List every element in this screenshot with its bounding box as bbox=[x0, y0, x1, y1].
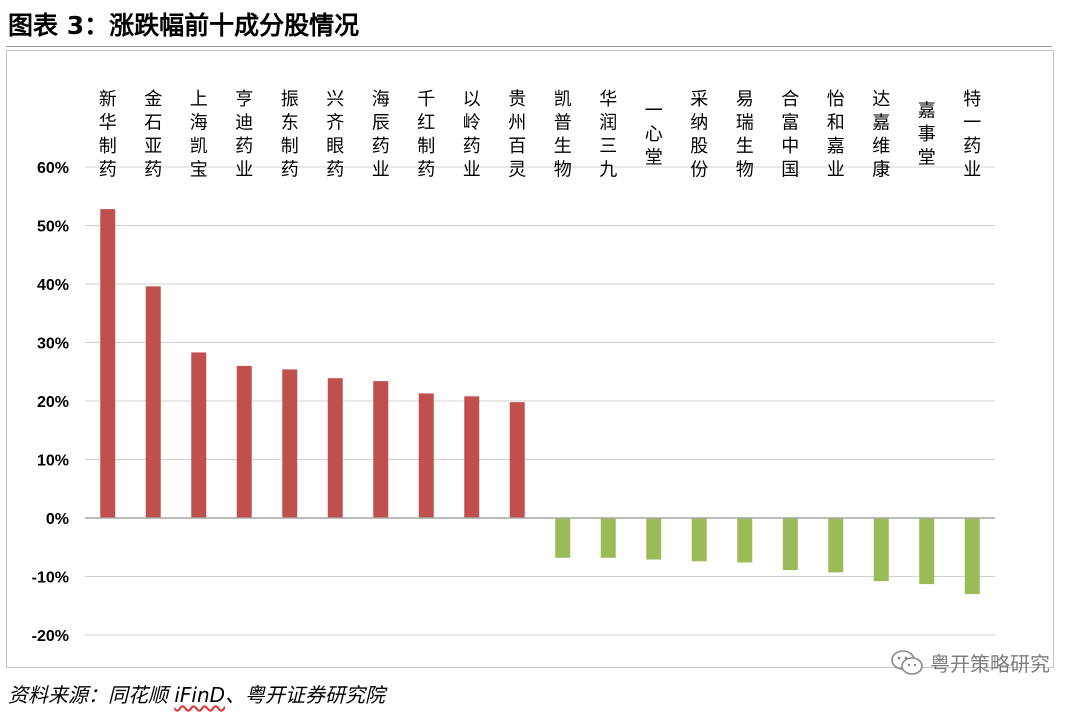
y-tick-label: -10% bbox=[32, 570, 69, 587]
bar bbox=[418, 393, 434, 518]
category-label: 金石亚药 bbox=[144, 89, 162, 181]
y-tick-label: 0% bbox=[46, 511, 69, 528]
category-label: 采纳股份 bbox=[690, 89, 708, 181]
y-tick-label: 40% bbox=[37, 277, 69, 294]
category-label: 易瑞生物 bbox=[736, 89, 754, 181]
bar bbox=[464, 396, 480, 518]
category-label: 嘉事堂 bbox=[918, 101, 936, 169]
bar bbox=[100, 209, 116, 518]
category-label: 亨迪药业 bbox=[235, 89, 253, 181]
y-tick-label: 50% bbox=[37, 219, 69, 236]
category-label: 上海凯宝 bbox=[190, 89, 208, 181]
y-tick-label: 30% bbox=[37, 336, 69, 353]
bar bbox=[282, 369, 298, 518]
category-label: 怡和嘉业 bbox=[827, 89, 845, 181]
bar bbox=[873, 518, 889, 582]
watermark: 粤开策略研究 bbox=[890, 648, 1050, 677]
y-tick-label: 10% bbox=[37, 453, 69, 470]
bar bbox=[509, 402, 525, 518]
category-label: 千红制药 bbox=[417, 89, 435, 181]
y-tick-label: -20% bbox=[32, 628, 69, 645]
bar bbox=[919, 518, 935, 585]
category-label: 特一药业 bbox=[963, 89, 981, 181]
bar bbox=[191, 352, 207, 518]
title-divider bbox=[6, 46, 1052, 47]
category-label: 一心堂 bbox=[645, 101, 663, 169]
y-tick-label: 60% bbox=[37, 160, 69, 177]
category-label: 兴齐眼药 bbox=[326, 89, 344, 181]
category-label: 以岭药业 bbox=[463, 89, 481, 181]
figure-title: 图表 3：涨跌幅前十成分股情况 bbox=[8, 11, 360, 40]
category-label: 合富中国 bbox=[781, 89, 799, 181]
bar bbox=[145, 286, 161, 518]
bar bbox=[737, 518, 753, 563]
bar bbox=[327, 378, 343, 518]
source-note: 资料来源：同花顺 iFinD、粤开证券研究院 bbox=[8, 679, 385, 708]
category-label: 华润三九 bbox=[599, 89, 617, 181]
category-label: 贵州百灵 bbox=[508, 89, 526, 181]
chart-frame: 60% 50% 40% 30% 20% 10% 0% -10% -20% 新华制药 金石亚药 上海凯宝… bbox=[6, 50, 1054, 668]
source-brand: iFinD bbox=[174, 683, 226, 707]
bar bbox=[373, 381, 389, 518]
bar bbox=[691, 518, 707, 562]
bar bbox=[964, 518, 980, 595]
source-prefix: 资料来源：同花顺 bbox=[8, 683, 175, 707]
y-tick-label: 20% bbox=[37, 394, 69, 411]
bar bbox=[782, 518, 798, 571]
category-label: 达嘉维康 bbox=[872, 89, 890, 181]
source-suffix: 、粤开证券研究院 bbox=[225, 683, 386, 707]
wechat-icon bbox=[891, 649, 923, 675]
watermark-text: 粤开策略研究 bbox=[930, 652, 1050, 676]
bar bbox=[555, 518, 571, 558]
bar bbox=[600, 518, 616, 558]
bar bbox=[828, 518, 844, 573]
category-label: 凯普生物 bbox=[554, 89, 572, 181]
bar bbox=[236, 365, 252, 518]
category-label: 振东制药 bbox=[281, 89, 299, 181]
bar bbox=[646, 518, 662, 560]
category-label: 新华制药 bbox=[99, 89, 117, 181]
bar-chart: 60% 50% 40% 30% 20% 10% 0% -10% -20% 新华制药 金石亚药 上海凯宝… bbox=[32, 89, 995, 645]
category-label: 海辰药业 bbox=[372, 89, 390, 181]
